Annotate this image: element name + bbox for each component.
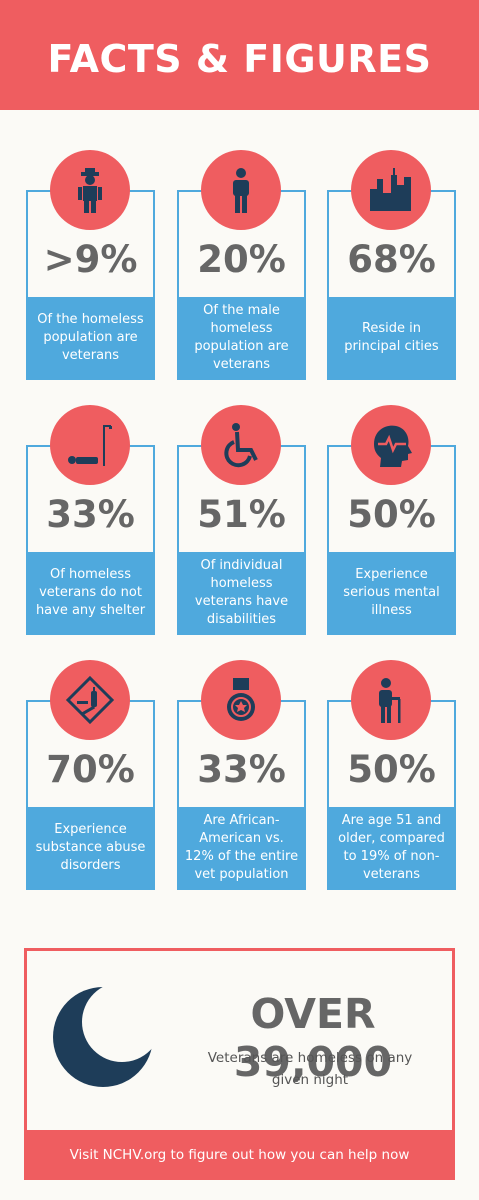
card: 20% Of the male homeless population are v… [177,150,306,380]
substance-icon [65,675,115,725]
figure: 33% [197,748,286,791]
card: 70% Experience substance abuse disorders [26,660,155,890]
card: 68% Reside in principal cities [327,150,456,380]
sleeper-icon [68,425,112,466]
card: 50% Are age 51 and older, compared to 19%… [327,660,456,890]
caption: Are age 51 and older, compared to 19% of… [327,807,456,888]
man-icon [233,168,249,213]
figure: 33% [46,493,135,536]
city-icon [370,168,411,211]
medal-icon [227,678,255,721]
card: 50% Experience serious mental illness [327,405,456,635]
card: 33% Are African-American vs. 12% of the e… [177,660,306,890]
card: 33% Of homeless veterans do not have any … [26,405,155,635]
caption: Reside in principal cities [327,297,456,378]
figure: 50% [347,748,436,791]
wheelchair-icon [224,423,258,468]
figure: 20% [197,238,286,281]
head-icon [374,425,412,467]
figure: 68% [347,238,436,281]
caption: Are African-American vs. 12% of the enti… [177,807,306,888]
figure: 50% [347,493,436,536]
caption: Experience serious mental illness [327,552,456,633]
moon-icon [53,982,160,1087]
title: FACTS & FIGURES [0,0,479,110]
footer: Visit NCHV.org to figure out how you can… [24,1130,455,1180]
caption: Of homeless veterans do not have any she… [26,552,155,633]
figure: 70% [46,748,135,791]
card: 51% Of individual homeless veterans have … [177,405,306,635]
card: >9% Of the homeless population are vetera… [26,150,155,380]
elder-icon [379,678,401,723]
figure: >9% [43,238,138,281]
callout-figure: OVER 39,000 [233,990,393,1086]
caption: Experience substance abuse disorders [26,807,155,888]
caption: Of the homeless population are veterans [26,297,155,378]
caption: Of the male homeless population are vete… [177,297,306,378]
callout-text: Veterans are homeless on any given night [207,1050,413,1088]
figure: 51% [197,493,286,536]
caption: Of individual homeless veterans have dis… [177,552,306,633]
soldier-icon [78,168,102,213]
